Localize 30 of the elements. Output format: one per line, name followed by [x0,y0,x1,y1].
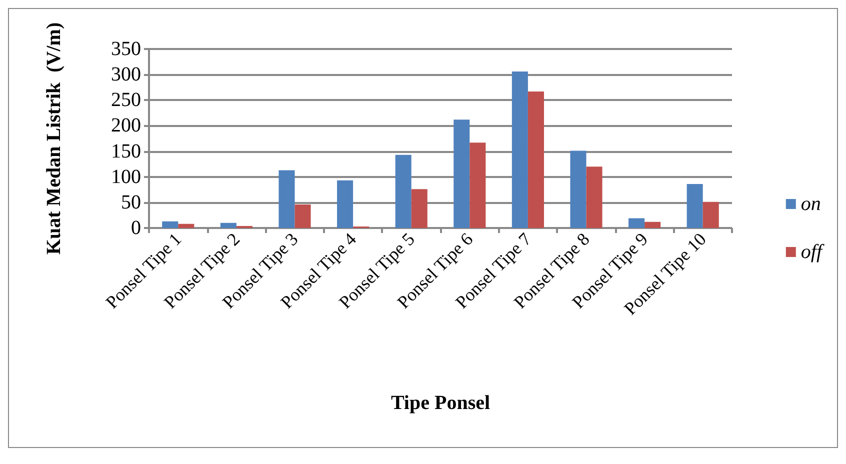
bar [178,224,194,228]
y-tick-label: 200 [111,114,141,137]
bar [686,184,703,228]
y-tick-label: 50 [121,191,141,214]
y-tick-label: 350 [111,38,141,60]
bar [294,204,311,228]
y-tick-label: 100 [111,166,141,188]
bar [470,142,486,228]
bar [644,222,661,228]
bar [628,218,645,228]
y-tick-label: 150 [111,140,141,162]
bar [528,91,544,228]
bar [162,221,178,228]
bar [512,72,528,228]
bar [220,222,236,228]
bar [702,202,719,228]
bar [395,154,412,228]
bar [570,150,586,228]
bar [454,120,470,228]
bar [411,189,428,228]
legend-label: off [800,241,824,263]
bar [586,166,602,228]
bar [278,170,295,228]
legend-label: on [800,193,821,215]
y-tick-label: 300 [111,64,141,86]
y-tick-label: 0 [131,217,141,239]
y-axis-title: Kuat Medan Listrik (V/m) [43,22,65,255]
bar [337,180,354,228]
y-tick-label: 250 [111,89,141,112]
x-axis-title: Tipe Ponsel [390,392,490,414]
